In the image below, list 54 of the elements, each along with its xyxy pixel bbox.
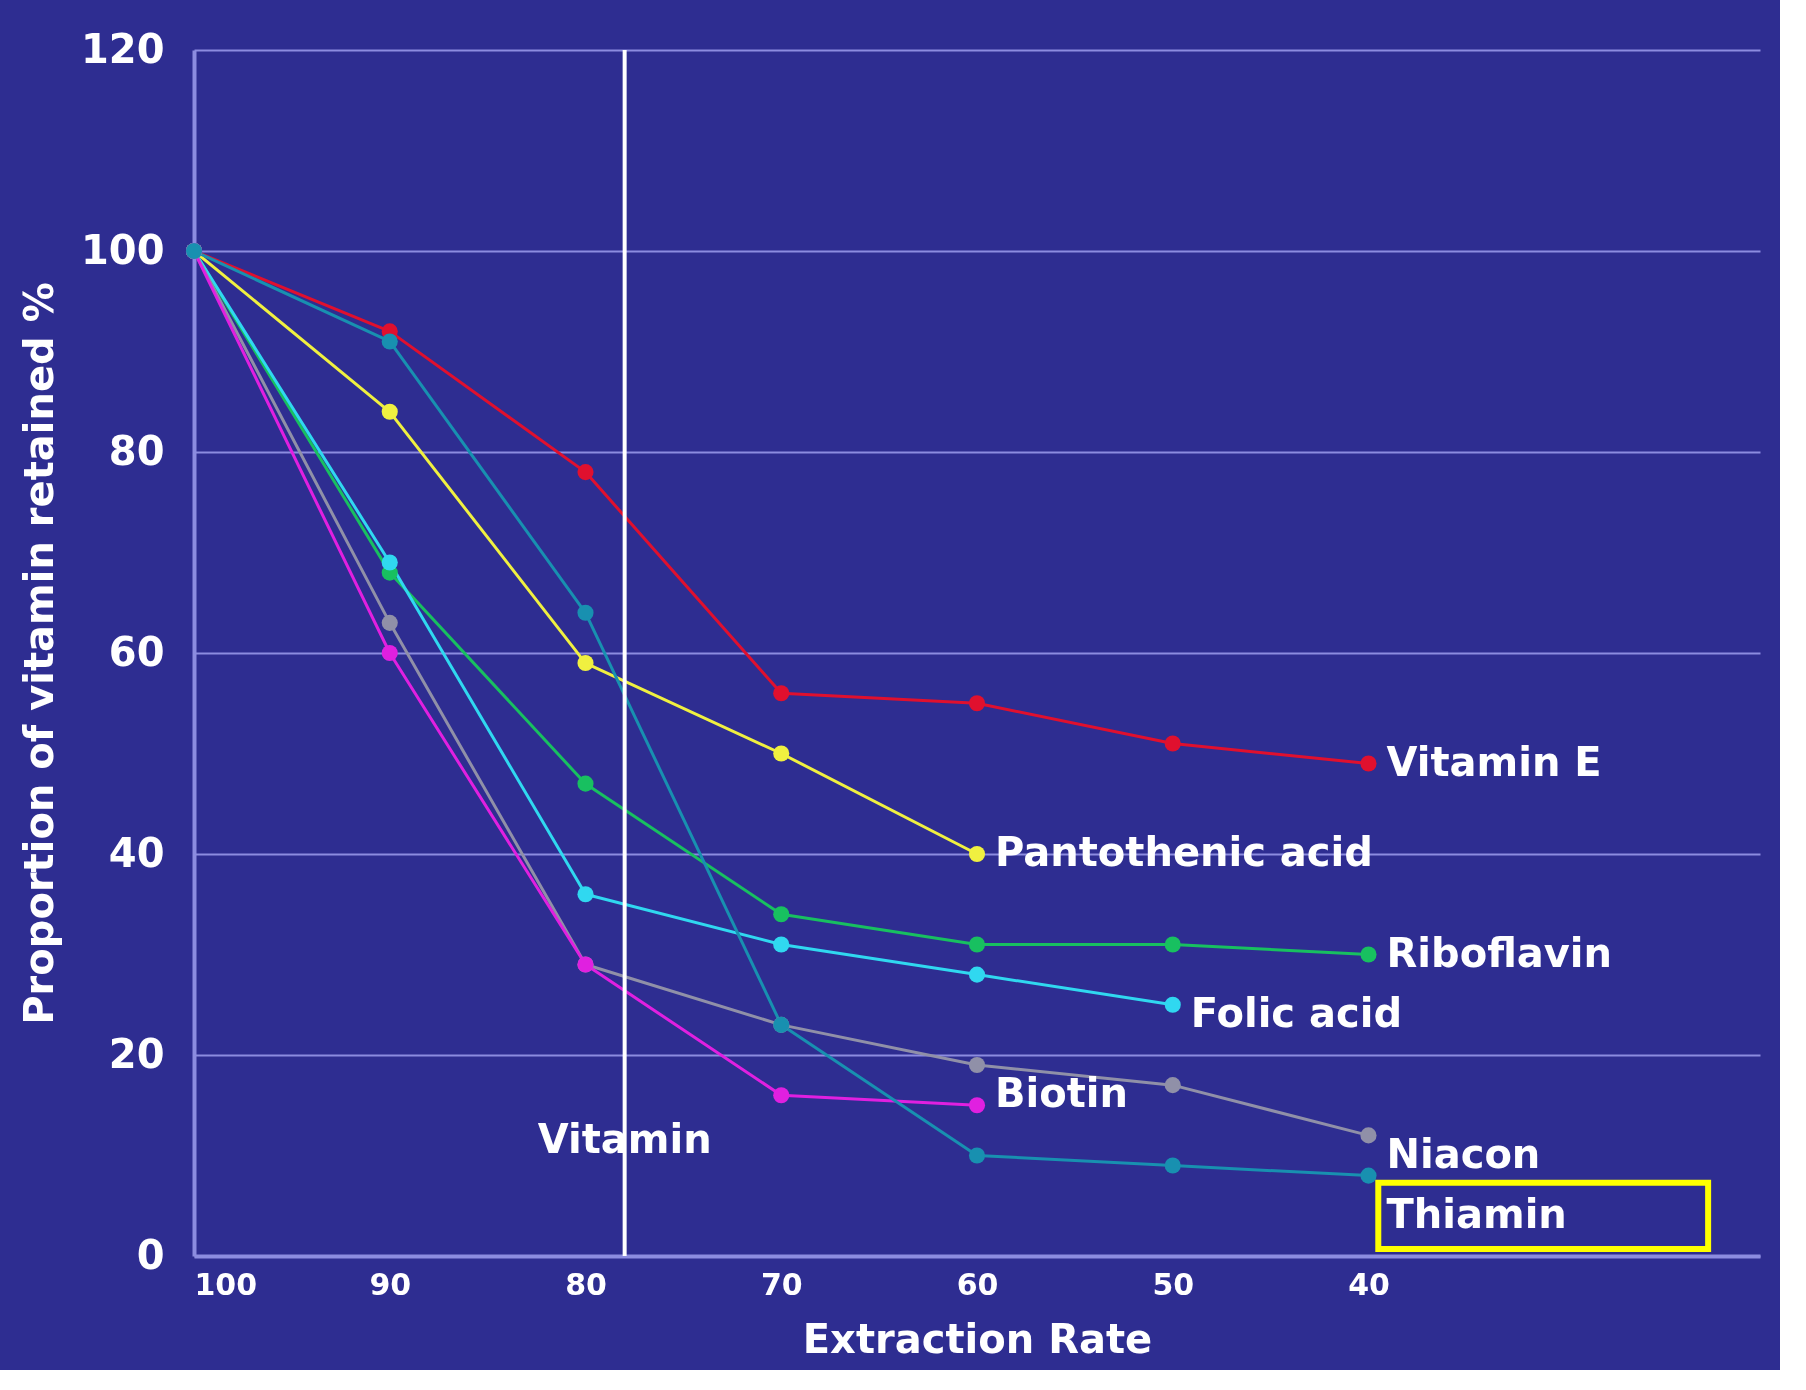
x-tick-label: 80 bbox=[565, 1266, 607, 1302]
point bbox=[968, 695, 986, 712]
y-tick-label: 80 bbox=[108, 427, 165, 474]
point bbox=[1360, 946, 1377, 963]
point bbox=[968, 1057, 986, 1074]
point bbox=[381, 403, 398, 420]
point bbox=[1164, 936, 1181, 953]
point bbox=[577, 886, 594, 903]
y-tick-label: 60 bbox=[108, 628, 165, 675]
x-tick-label: 100 bbox=[194, 1266, 258, 1302]
point bbox=[968, 936, 986, 953]
point bbox=[773, 685, 790, 702]
series-label: Vitamin E bbox=[1386, 738, 1602, 785]
point bbox=[577, 604, 594, 621]
point bbox=[773, 936, 790, 953]
y-tick-label: 100 bbox=[81, 226, 165, 273]
y-tick-label: 120 bbox=[81, 25, 165, 72]
point bbox=[1164, 1077, 1181, 1094]
point bbox=[381, 614, 398, 631]
x-axis-title: Extraction Rate bbox=[802, 1315, 1153, 1362]
series-label: Riboflavin bbox=[1386, 929, 1613, 976]
point bbox=[577, 775, 594, 792]
point bbox=[968, 966, 986, 983]
point bbox=[381, 554, 398, 571]
series-label: Thiamin bbox=[1386, 1190, 1567, 1237]
y-tick-label: 20 bbox=[108, 1030, 165, 1077]
point bbox=[381, 644, 398, 662]
point bbox=[381, 333, 398, 350]
series-label: Folic acid bbox=[1190, 989, 1403, 1036]
point bbox=[968, 1097, 986, 1114]
point bbox=[773, 906, 790, 923]
point bbox=[577, 464, 594, 481]
point bbox=[577, 655, 594, 672]
point bbox=[968, 845, 986, 863]
x-tick-label: 70 bbox=[760, 1266, 803, 1302]
point bbox=[968, 1147, 986, 1164]
x-tick-label: 60 bbox=[956, 1266, 999, 1302]
point bbox=[1164, 735, 1181, 752]
x-tick-label: 40 bbox=[1348, 1266, 1390, 1302]
x-tick-label: 50 bbox=[1152, 1266, 1195, 1302]
point bbox=[773, 1087, 790, 1104]
series-label: Pantothenic acid bbox=[995, 829, 1373, 875]
point bbox=[1360, 1127, 1377, 1144]
y-tick-label: 0 bbox=[136, 1231, 165, 1278]
y-tick-label: 40 bbox=[108, 829, 165, 876]
point bbox=[1164, 1157, 1181, 1174]
x-tick-label: 90 bbox=[369, 1266, 412, 1302]
point bbox=[1164, 996, 1181, 1013]
point bbox=[773, 745, 790, 762]
series-label: Niacon bbox=[1386, 1130, 1541, 1177]
series-label: Biotin bbox=[995, 1070, 1128, 1117]
point bbox=[1360, 755, 1377, 772]
y-axis-title: Proportion of vitamin retained % bbox=[16, 282, 62, 1025]
point bbox=[1360, 1167, 1377, 1184]
